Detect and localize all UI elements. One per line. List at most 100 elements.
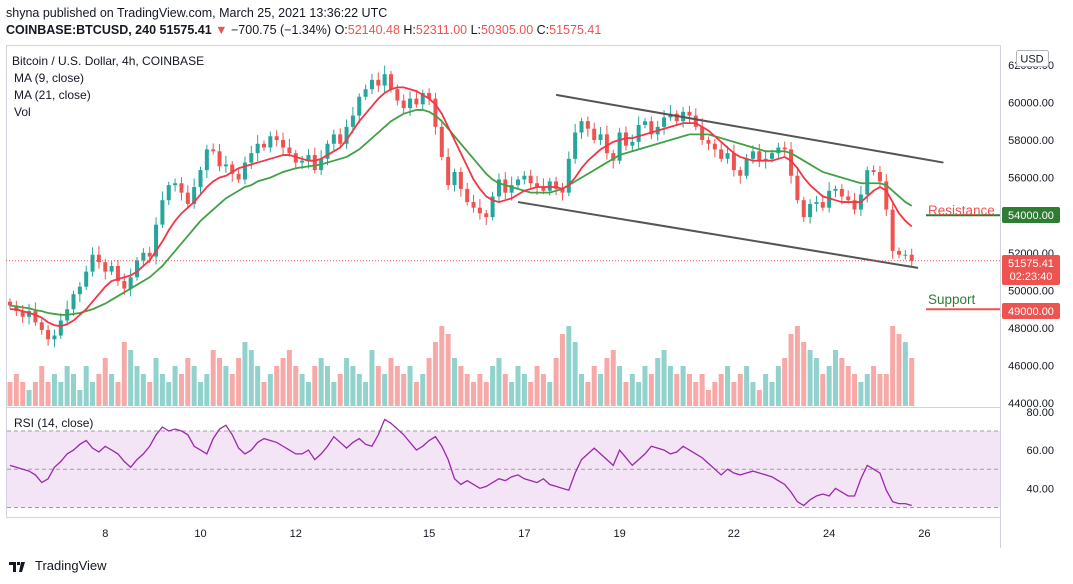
volume-bar [394, 366, 400, 406]
candle-body [223, 164, 228, 167]
volume-bar [763, 374, 769, 406]
candle-body [344, 126, 349, 144]
candle-body [909, 254, 914, 261]
candle-body [154, 224, 159, 257]
candle-body [465, 188, 470, 203]
candle-body [604, 134, 609, 154]
volume-bar [407, 366, 413, 406]
candle-body [166, 185, 171, 201]
candle-body [687, 111, 692, 116]
candle-body [71, 294, 76, 310]
currency-button[interactable] [1016, 50, 1049, 67]
candle-body [382, 74, 387, 86]
volume-bar [483, 382, 489, 406]
candle-body [579, 121, 584, 133]
volume-bar [744, 366, 750, 406]
candle-body [268, 136, 273, 148]
x-tick-label: 15 [423, 528, 435, 540]
candle-body [484, 213, 489, 218]
volume-bar [432, 342, 438, 406]
candle-body [611, 153, 616, 161]
volume-bar [401, 374, 407, 406]
volume-bar [598, 374, 604, 406]
candle-body [141, 252, 146, 261]
ma9-legend[interactable]: MA (9, close) [14, 71, 84, 85]
volume-bar [750, 382, 756, 406]
candle-body [503, 179, 508, 193]
candle-body [230, 164, 235, 174]
candle-body [33, 311, 38, 323]
candle-body [808, 203, 813, 218]
candle-body [477, 207, 482, 214]
volume-bar [242, 342, 248, 406]
candle-body [700, 126, 705, 141]
footer: TradingView [8, 558, 107, 573]
candle-body [46, 329, 51, 340]
open-label: O: [334, 23, 348, 37]
candle-body [693, 115, 698, 127]
x-tick-label: 26 [918, 528, 930, 540]
volume-bar [515, 366, 521, 406]
candle-body [458, 171, 463, 189]
volume-bar [134, 366, 140, 406]
volume-bar [45, 382, 51, 406]
candle-body [884, 181, 889, 210]
rsi-tick-label: 80.00 [1026, 407, 1054, 419]
candle-body [471, 202, 476, 208]
volume-bar [680, 366, 686, 406]
candle-body [293, 153, 298, 163]
candle-body [14, 305, 19, 312]
candle-body [662, 117, 667, 127]
change-value: −700.75 (−1.34%) [231, 23, 332, 37]
publish-info: shyna published on TradingView.com, Marc… [6, 6, 388, 20]
volume-bar [388, 358, 394, 406]
volume-bar [445, 334, 451, 406]
ohlc-header: COINBASE:BTCUSD, 240 51575.41 ▼ −700.75 … [6, 23, 601, 37]
candle-body [300, 160, 305, 163]
candle-body [598, 134, 603, 141]
candle-body [757, 151, 762, 161]
volume-legend[interactable]: Vol [14, 105, 31, 119]
volume-bar [109, 374, 115, 406]
volume-bar [458, 366, 464, 406]
ma21-legend[interactable]: MA (21, close) [14, 88, 91, 102]
volume-bar [172, 366, 178, 406]
candle-body [395, 89, 400, 101]
candle-body [509, 185, 514, 193]
candle-body [274, 136, 279, 141]
candle-body [706, 140, 711, 144]
candle-body [452, 171, 457, 186]
volume-bar [261, 382, 267, 406]
candle-body [77, 286, 82, 295]
volume-bar [528, 382, 534, 406]
candle-body [770, 153, 774, 159]
candle-body [776, 147, 781, 154]
volume-bar [591, 366, 597, 406]
volume-bar [140, 374, 146, 406]
volume-bar [775, 366, 781, 406]
volume-bar [712, 382, 718, 406]
volume-bar [661, 350, 667, 406]
candle-body [185, 192, 190, 204]
rsi-legend[interactable]: RSI (14, close) [14, 416, 93, 430]
volume-bar [166, 382, 172, 406]
candle-body [192, 187, 197, 204]
volume-bar [629, 374, 635, 406]
volume-bar [782, 358, 788, 406]
volume-bar [490, 366, 496, 406]
volume-bar [502, 374, 508, 406]
candle-body [128, 277, 133, 289]
x-tick-label: 12 [290, 528, 302, 540]
candle-body [585, 121, 590, 129]
volume-bar [686, 374, 692, 406]
countdown-text: 02:23:40 [1010, 271, 1053, 283]
candle-body [573, 132, 578, 159]
close-label: C: [536, 23, 550, 37]
volume-bar [464, 374, 470, 406]
ma9-line [10, 86, 913, 328]
volume-bar [337, 374, 343, 406]
candle-body [789, 149, 794, 176]
volume-bar [32, 382, 38, 406]
volume-bar [318, 358, 324, 406]
